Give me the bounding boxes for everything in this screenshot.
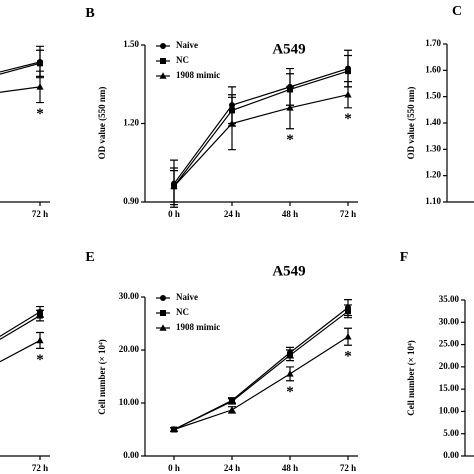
legend-label: NC xyxy=(176,55,189,65)
marker xyxy=(345,308,351,315)
legend-label: NC xyxy=(176,307,189,317)
y-tick-label: 20.00 xyxy=(119,344,140,354)
significance-mark: * xyxy=(286,132,294,148)
significance-mark: * xyxy=(344,349,352,365)
y-tick-label: 1.10 xyxy=(425,196,441,206)
y-tick-label: 1.50 xyxy=(123,39,139,49)
series-line xyxy=(173,336,349,431)
y-tick-label: 1.60 xyxy=(425,64,441,74)
y-axis-label: Cell number (× 10⁴) xyxy=(406,340,416,415)
marker xyxy=(37,312,43,319)
legend-marker xyxy=(160,310,166,316)
y-tick-label: 1.20 xyxy=(425,170,441,180)
marker xyxy=(344,90,352,98)
marker xyxy=(228,119,236,127)
x-tick-label: 0 h xyxy=(168,209,180,219)
marker xyxy=(36,336,44,344)
panel-letter: B xyxy=(85,6,94,21)
marker xyxy=(37,60,43,67)
y-axis-label: Cell number (× 10⁴) xyxy=(97,339,107,414)
legend-marker xyxy=(159,72,167,79)
y-tick-label: 10.00 xyxy=(439,405,460,415)
marker xyxy=(170,182,178,190)
y-tick-label: 1.70 xyxy=(425,38,441,48)
y-axis-label: OD value (550 nm) xyxy=(97,87,107,160)
x-tick-label: 48 h xyxy=(282,463,298,473)
panel-letter: C xyxy=(452,4,462,19)
y-tick-label: 0.00 xyxy=(443,450,459,460)
marker xyxy=(286,370,294,377)
x-tick-label: 48 h xyxy=(282,209,298,219)
significance-mark: * xyxy=(344,111,352,127)
panel-letter: E xyxy=(85,250,94,265)
x-tick-label: 72 h xyxy=(340,463,356,473)
chart-title: A549 xyxy=(272,263,305,279)
series-line xyxy=(0,62,41,75)
marker xyxy=(36,83,44,90)
marker xyxy=(287,352,293,359)
series-line xyxy=(173,67,349,185)
series-line xyxy=(173,70,349,187)
y-tick-label: 30.00 xyxy=(119,291,140,301)
marker xyxy=(229,398,235,405)
marker xyxy=(345,68,351,75)
y-tick-label: 15.00 xyxy=(439,383,460,393)
legend-label: Naive xyxy=(176,40,198,50)
y-tick-label: 25.00 xyxy=(439,339,460,349)
y-tick-label: 1.30 xyxy=(425,143,441,153)
y-tick-label: 30.00 xyxy=(439,316,460,326)
y-tick-label: 35.00 xyxy=(439,294,460,304)
marker xyxy=(286,104,294,111)
y-tick-label: 1.20 xyxy=(123,118,139,128)
legend-marker xyxy=(160,58,166,64)
legend-label: 1908 mimic xyxy=(176,322,220,332)
y-tick-label: 0.90 xyxy=(123,196,139,206)
legend-marker xyxy=(160,43,166,49)
marker xyxy=(170,425,178,433)
y-tick-label: 5.00 xyxy=(443,428,459,438)
series-line xyxy=(173,94,349,187)
x-tick-label: 72 h xyxy=(340,209,356,219)
x-tick-label: 72 h xyxy=(32,463,48,473)
significance-mark: * xyxy=(36,352,44,368)
marker xyxy=(228,406,236,413)
x-tick-label: 72 h xyxy=(32,209,48,219)
x-tick-label: 24 h xyxy=(224,463,240,473)
significance-mark: * xyxy=(36,106,44,122)
y-tick-label: 10.00 xyxy=(119,397,140,407)
legend-label: Naive xyxy=(176,292,198,302)
x-tick-label: 24 h xyxy=(224,209,240,219)
series-line xyxy=(0,86,41,93)
y-tick-label: 1.40 xyxy=(425,117,441,127)
series-line xyxy=(173,310,349,431)
y-axis-label: OD value (550 nm) xyxy=(406,87,416,160)
legend-marker xyxy=(159,324,167,331)
y-tick-label: 0.00 xyxy=(123,450,139,460)
series-line xyxy=(0,61,41,73)
y-tick-label: 20.00 xyxy=(439,361,460,371)
legend-marker xyxy=(160,295,166,301)
panel-letter: F xyxy=(400,250,409,265)
series-line xyxy=(0,315,41,341)
marker xyxy=(344,332,352,340)
legend-label: 1908 mimic xyxy=(176,70,220,80)
y-tick-label: 1.50 xyxy=(425,91,441,101)
x-tick-label: 0 h xyxy=(168,463,180,473)
series-line xyxy=(0,339,41,363)
significance-mark: * xyxy=(286,384,294,400)
series-line xyxy=(0,311,41,338)
chart-title: A549 xyxy=(272,41,305,57)
